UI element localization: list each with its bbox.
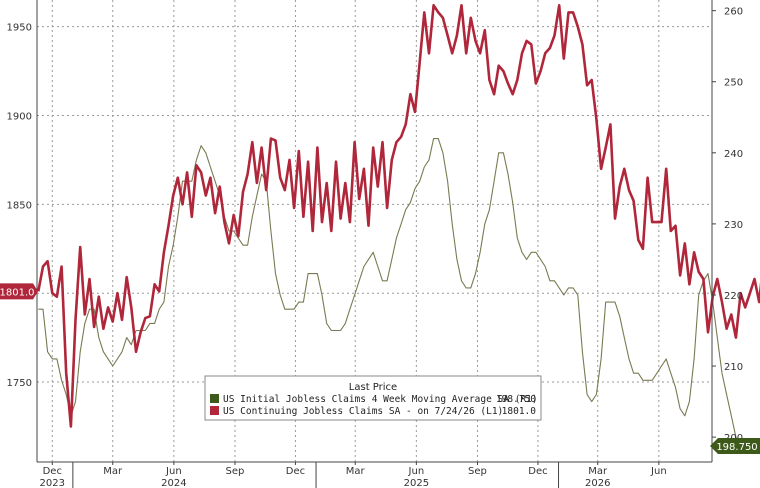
x-tick-label: Sep <box>468 466 487 477</box>
legend-label-continuing-claims: US Continuing Jobless Claims SA - on 7/2… <box>223 406 503 417</box>
legend-value-continuing-claims: 1801.0 <box>502 406 537 417</box>
legend-swatch-initial-claims <box>210 394 219 403</box>
y-left-tick-label: 1950 <box>7 23 32 34</box>
x-tick-label: Jun <box>408 466 425 477</box>
last-price-tag-left-label: 1801.0 <box>0 287 35 298</box>
last-price-tag-right-label: 198.750 <box>716 442 757 453</box>
y-right-tick-label: 210 <box>724 362 743 373</box>
x-tick-label: Jun <box>650 466 667 477</box>
x-tick-label: Mar <box>103 466 123 477</box>
y-right-tick-label: 220 <box>724 291 743 302</box>
legend: Last Price US Initial Jobless Claims 4 W… <box>204 375 542 421</box>
y-left-tick-label: 1900 <box>7 112 32 123</box>
series-line-initial-claims <box>38 138 742 447</box>
y-right-tick-label: 250 <box>724 78 743 89</box>
x-tick-label: Dec <box>43 466 62 477</box>
y-right-tick-label: 230 <box>724 220 743 231</box>
y-left-tick-label: 1750 <box>7 378 32 389</box>
y-right-tick-label: 240 <box>724 149 743 160</box>
x-year-label: 2026 <box>585 478 610 488</box>
x-tick-label: Mar <box>346 466 366 477</box>
x-year-label: 2023 <box>40 478 65 488</box>
x-tick-label: Jun <box>165 466 182 477</box>
legend-label-initial-claims: US Initial Jobless Claims 4 Week Moving … <box>223 394 538 405</box>
legend-value-initial-claims: 198.750 <box>496 394 536 405</box>
x-tick-label: Sep <box>226 466 245 477</box>
x-tick-label: Dec <box>528 466 547 477</box>
x-year-label: 2025 <box>404 478 429 488</box>
x-tick-label: Mar <box>588 466 608 477</box>
x-tick-label: Dec <box>286 466 305 477</box>
last-price-tag-left <box>0 283 38 300</box>
series-line-continuing-claims <box>37 4 760 428</box>
x-year-label: 2024 <box>161 478 186 488</box>
legend-swatch-continuing-claims <box>210 406 219 415</box>
legend-title: Last Price <box>349 382 397 393</box>
legend-box <box>204 375 542 421</box>
y-right-tick-label: 260 <box>724 7 743 18</box>
last-price-tag-right <box>710 438 760 455</box>
series-layer <box>37 4 760 447</box>
y-left-tick-label: 1850 <box>7 200 32 211</box>
